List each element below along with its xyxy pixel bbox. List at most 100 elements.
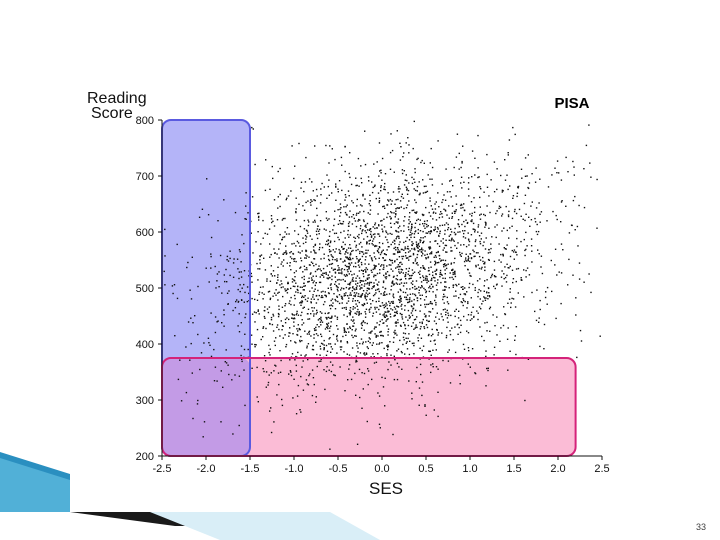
- data-point: [323, 347, 325, 349]
- data-point: [425, 291, 427, 294]
- data-point: [279, 233, 281, 236]
- data-point: [372, 286, 375, 288]
- data-point: [552, 210, 554, 213]
- data-point: [372, 226, 374, 228]
- data-point: [221, 322, 223, 324]
- data-point: [435, 294, 437, 296]
- data-point: [403, 339, 405, 341]
- data-point: [485, 297, 487, 299]
- data-point: [375, 245, 378, 247]
- data-point: [354, 335, 356, 337]
- data-point: [486, 279, 488, 281]
- data-point: [434, 226, 436, 228]
- data-point: [267, 381, 270, 384]
- data-point: [187, 321, 190, 323]
- data-point: [335, 232, 338, 234]
- data-point: [355, 280, 357, 282]
- data-point: [304, 257, 306, 259]
- data-point: [296, 334, 299, 336]
- data-point: [382, 335, 384, 337]
- data-point: [254, 343, 256, 346]
- data-point: [343, 327, 345, 329]
- data-point: [596, 227, 598, 229]
- data-point: [560, 302, 562, 305]
- data-point: [206, 178, 208, 180]
- data-point: [330, 283, 332, 285]
- data-point: [390, 133, 392, 135]
- data-point: [320, 360, 322, 362]
- data-point: [488, 292, 490, 294]
- data-point: [279, 284, 281, 286]
- data-point: [338, 252, 341, 254]
- data-point: [427, 303, 430, 305]
- data-point: [289, 359, 291, 361]
- data-point: [403, 184, 406, 186]
- data-point: [417, 232, 419, 234]
- data-point: [378, 233, 380, 235]
- data-point: [355, 256, 358, 258]
- data-point: [330, 317, 332, 319]
- data-point: [487, 258, 490, 261]
- data-point: [414, 168, 416, 170]
- data-point: [297, 351, 299, 354]
- data-point: [365, 256, 367, 258]
- data-point: [413, 298, 415, 301]
- data-point: [236, 258, 239, 260]
- data-point: [458, 168, 460, 170]
- data-point: [469, 319, 472, 321]
- data-point: [287, 282, 289, 285]
- data-point: [454, 233, 457, 236]
- data-point: [506, 338, 509, 340]
- data-point: [399, 283, 401, 285]
- data-point: [450, 250, 452, 252]
- data-point: [442, 319, 444, 321]
- data-point: [438, 206, 440, 208]
- data-point: [460, 182, 462, 184]
- data-point: [424, 268, 426, 270]
- data-point: [303, 282, 305, 285]
- data-point: [578, 204, 580, 207]
- data-point: [326, 240, 328, 242]
- data-point: [393, 171, 395, 173]
- data-point: [300, 375, 302, 378]
- data-point: [430, 287, 432, 290]
- data-point: [443, 247, 445, 249]
- data-point: [397, 231, 400, 233]
- data-point: [354, 288, 356, 291]
- data-point: [487, 367, 489, 369]
- data-point: [422, 237, 424, 239]
- data-point: [462, 145, 464, 147]
- data-point: [330, 370, 333, 373]
- data-point: [383, 313, 385, 315]
- data-point: [311, 238, 313, 240]
- data-point: [264, 232, 266, 235]
- data-point: [383, 226, 386, 228]
- data-point: [427, 225, 429, 227]
- data-point: [375, 336, 377, 338]
- data-point: [228, 290, 230, 292]
- data-point: [406, 294, 409, 296]
- data-point: [323, 228, 325, 230]
- data-point: [293, 242, 295, 245]
- data-point: [378, 297, 380, 300]
- data-point: [419, 273, 421, 275]
- data-point: [444, 263, 446, 265]
- data-point: [406, 189, 408, 191]
- data-point: [339, 208, 341, 211]
- data-point: [302, 360, 304, 362]
- data-point: [498, 205, 501, 207]
- data-point: [285, 276, 287, 278]
- data-point: [312, 246, 315, 248]
- data-point: [297, 314, 300, 316]
- data-point: [399, 288, 401, 291]
- data-point: [278, 305, 280, 307]
- data-point: [445, 222, 448, 224]
- data-point: [356, 258, 358, 260]
- data-point: [474, 255, 476, 257]
- data-point: [370, 281, 373, 284]
- data-point: [379, 272, 381, 274]
- data-point: [415, 381, 417, 383]
- data-point: [422, 279, 425, 281]
- data-point: [475, 266, 477, 268]
- data-point: [377, 233, 379, 235]
